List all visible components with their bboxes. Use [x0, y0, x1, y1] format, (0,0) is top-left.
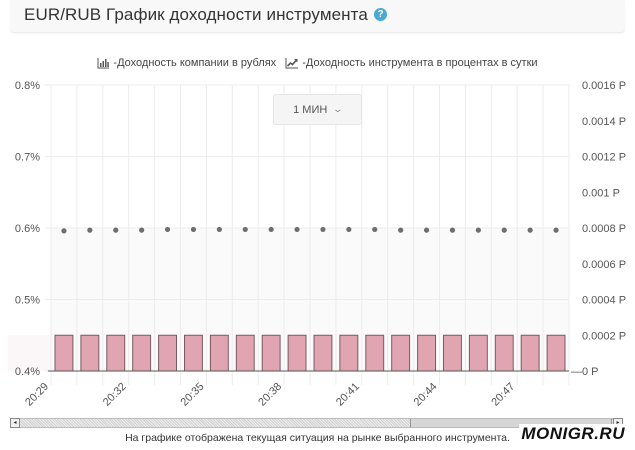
data-point[interactable] — [423, 227, 430, 233]
period-label: 1 МИН — [293, 103, 328, 116]
data-point[interactable] — [294, 226, 300, 233]
question-circle-icon[interactable]: ? — [374, 8, 387, 21]
data-point[interactable] — [501, 227, 507, 233]
bar[interactable] — [54, 334, 74, 372]
left-axis-tick: 0.7% — [15, 152, 40, 164]
bar[interactable] — [158, 334, 178, 372]
right-axis-tick: 0.001 Р — [582, 187, 620, 199]
data-point[interactable] — [216, 226, 222, 233]
data-point[interactable] — [475, 227, 481, 233]
right-axis-tick: 0.0014 Р — [582, 116, 626, 128]
right-axis-tick: 0.0002 Р — [582, 330, 626, 342]
data-point[interactable] — [398, 227, 404, 233]
x-axis-tick: 20:41 — [334, 381, 362, 409]
bar[interactable] — [80, 334, 100, 372]
period-selector-button[interactable]: 1 МИН ⌄ — [273, 94, 362, 125]
yield-chart: 0.8% 0.7% 0.6% 0.5% 0.4% 0.0016 Р 0.0014 Р 0.00… — [8, 80, 626, 409]
data-point[interactable] — [346, 226, 352, 233]
bar[interactable] — [494, 334, 514, 372]
data-point[interactable] — [87, 227, 93, 233]
chart-legend: -Доходность компании в рублях -Доходност… — [0, 57, 635, 72]
bar[interactable] — [520, 334, 540, 372]
bar[interactable] — [106, 334, 126, 372]
data-point[interactable] — [164, 226, 171, 233]
right-axis-tick: —0 Р — [571, 366, 599, 378]
right-axis-tick: 0.0008 Р — [582, 223, 626, 235]
page-title: EUR/RUB График доходности инструмента — [24, 5, 368, 24]
legend-label: -Доходность компании в рублях — [113, 57, 277, 69]
bar[interactable] — [132, 334, 152, 372]
data-point[interactable] — [320, 226, 326, 233]
bar[interactable] — [468, 334, 488, 372]
scrollbar-thumb[interactable] — [410, 419, 612, 427]
data-point[interactable] — [113, 227, 119, 233]
chart-header: EUR/RUB График доходности инструмента ? — [10, 0, 625, 33]
bar[interactable] — [313, 334, 333, 372]
right-axis-tick: 0.0016 Р — [582, 80, 626, 92]
bar[interactable] — [235, 334, 255, 372]
bar[interactable] — [287, 334, 307, 372]
x-axis-tick: 20:47 — [489, 381, 517, 409]
data-point[interactable] — [268, 226, 274, 233]
chart-footnote: На графике отображена текущая ситуация н… — [125, 432, 510, 444]
data-point[interactable] — [139, 227, 145, 233]
data-point[interactable] — [190, 226, 197, 233]
right-axis-tick: 0.0012 Р — [582, 152, 626, 164]
data-point[interactable] — [372, 226, 378, 233]
data-point[interactable] — [242, 226, 248, 233]
left-axis-tick: 0.5% — [15, 295, 40, 307]
data-point[interactable] — [527, 227, 533, 233]
bar[interactable] — [391, 334, 411, 372]
watermark-logo: MONIGR.RU — [519, 424, 627, 444]
data-point[interactable] — [553, 227, 559, 233]
bar[interactable] — [339, 334, 359, 372]
bar[interactable] — [365, 334, 385, 372]
bar[interactable] — [417, 334, 437, 372]
x-axis-tick: 20:44 — [412, 381, 440, 409]
bar[interactable] — [443, 334, 462, 372]
bar[interactable] — [546, 334, 566, 372]
x-axis-tick: 20:29 — [23, 381, 51, 409]
right-axis-tick: 0.0006 Р — [582, 259, 626, 271]
bar[interactable] — [209, 334, 229, 372]
x-axis-tick: 20:32 — [101, 381, 129, 409]
bar-chart-icon — [97, 57, 110, 68]
legend-item-instrument-yield[interactable]: -Доходность инструмента в процентах в су… — [285, 57, 538, 69]
bar[interactable] — [261, 334, 281, 372]
x-axis-tick: 20:38 — [256, 381, 284, 409]
data-point[interactable] — [449, 227, 456, 233]
x-axis-tick: 20:35 — [179, 381, 207, 409]
left-axis-tick: 0.4% — [15, 366, 40, 378]
bar[interactable] — [184, 334, 203, 372]
left-axis-tick: 0.6% — [15, 223, 40, 235]
legend-item-company-yield[interactable]: -Доходность компании в рублях — [97, 57, 276, 69]
line-chart-icon — [285, 57, 299, 68]
scroll-left-arrow-icon[interactable]: ◂ — [10, 418, 20, 428]
chevron-down-icon: ⌄ — [332, 104, 344, 114]
data-point[interactable] — [61, 228, 67, 234]
right-axis-tick: 0.0004 Р — [582, 295, 626, 307]
left-axis-tick: 0.8% — [15, 80, 40, 92]
legend-label: -Доходность инструмента в процентах в су… — [302, 57, 538, 69]
